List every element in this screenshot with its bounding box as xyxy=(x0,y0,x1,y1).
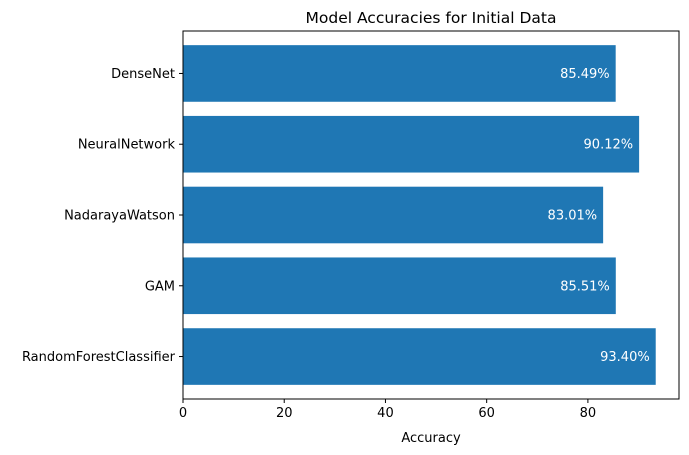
x-tick-label: 80 xyxy=(580,406,597,421)
bar-data-label: 90.12% xyxy=(584,138,634,153)
y-axis-ticks: RandomForestClassifier GAM NadarayaWatson N… xyxy=(22,67,183,365)
bar xyxy=(183,115,640,173)
x-tick-label: 40 xyxy=(377,406,394,421)
bars-group xyxy=(183,45,656,385)
x-axis-ticks: 0 20 40 60 80 xyxy=(179,399,596,421)
bar-data-label: 93.40% xyxy=(600,350,650,365)
x-tick-label: 0 xyxy=(179,406,187,421)
y-tick-label: NadarayaWatson xyxy=(64,209,175,224)
bar xyxy=(183,186,604,244)
x-tick-label: 60 xyxy=(478,406,495,421)
chart-title: Model Accuracies for Initial Data xyxy=(306,9,557,27)
bar-labels-group: 93.40% 85.51% 83.01% 90.12% 85.49% xyxy=(548,67,650,365)
bar xyxy=(183,45,616,102)
y-tick-label: DenseNet xyxy=(111,67,175,82)
bar xyxy=(183,328,656,385)
y-tick-label: RandomForestClassifier xyxy=(22,350,176,365)
y-tick-label: NeuralNetwork xyxy=(78,138,176,153)
plot-frame xyxy=(182,30,680,400)
x-axis-label: Accuracy xyxy=(401,431,461,446)
y-tick-label: GAM xyxy=(145,279,175,294)
bar-data-label: 85.49% xyxy=(560,67,610,82)
bar xyxy=(183,257,616,315)
bar-data-label: 83.01% xyxy=(548,209,598,224)
x-tick-label: 20 xyxy=(276,406,293,421)
bar-data-label: 85.51% xyxy=(560,279,610,294)
